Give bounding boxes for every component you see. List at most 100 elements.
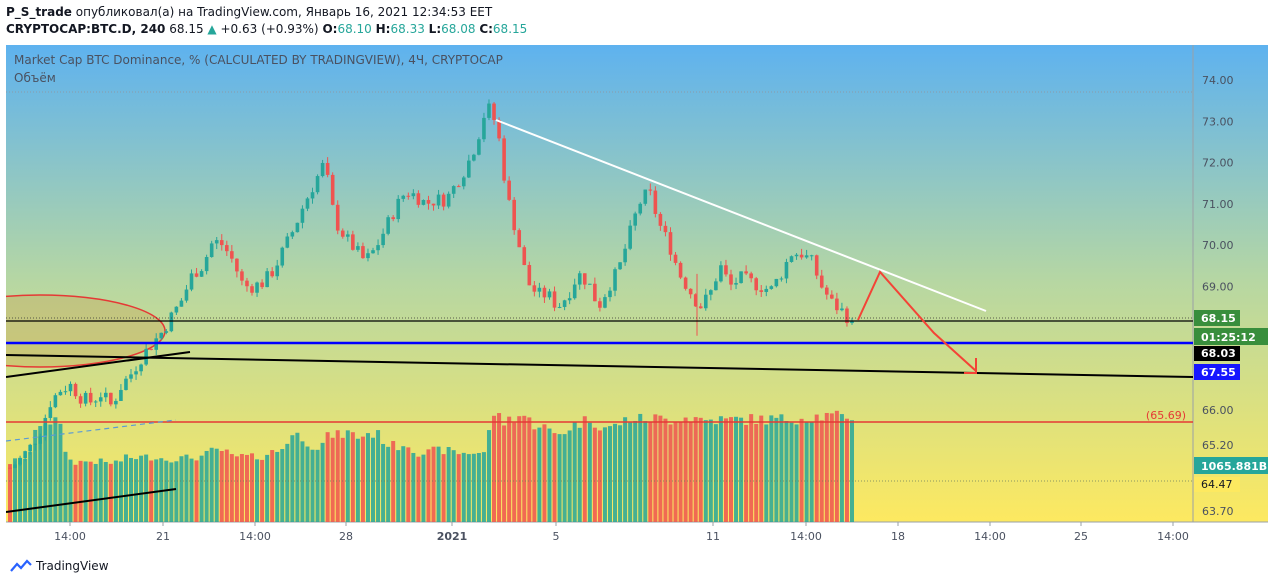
candle-body [230, 251, 234, 259]
candle-body [572, 284, 577, 299]
candle-body [48, 407, 53, 418]
dashed-channel-line[interactable] [6, 419, 177, 442]
candle-body [315, 176, 320, 193]
volume-bar [829, 413, 834, 522]
volume-bar [618, 425, 623, 522]
candle-body [709, 290, 713, 295]
volume-bar [68, 459, 73, 522]
volume-bar [305, 446, 310, 522]
candle-body [804, 255, 809, 258]
candle-body [305, 198, 310, 209]
candle-body [381, 233, 385, 246]
candle-body [638, 203, 643, 214]
volume-bar [411, 452, 416, 522]
candle-body [507, 180, 511, 200]
candle-body [678, 262, 683, 278]
candle-body [769, 286, 774, 289]
volume-bar [481, 452, 486, 522]
candle-body [482, 117, 486, 140]
volume-bar [698, 417, 703, 522]
candle-body [139, 364, 143, 372]
volume-trendline[interactable] [6, 488, 177, 513]
candle-body [290, 232, 295, 237]
volume-bar [577, 427, 582, 522]
descending-trendline[interactable] [495, 119, 987, 312]
volume-bar [406, 447, 411, 522]
volume-bar [149, 460, 154, 522]
volume-bar [431, 446, 436, 522]
candle-body [562, 300, 567, 307]
volume-bar [360, 436, 365, 522]
volume-bar [8, 464, 12, 522]
volume-bar [507, 416, 512, 522]
volume-bar [713, 424, 718, 522]
price-badge-label: 68.03 [1201, 347, 1236, 360]
volume-bar [73, 464, 78, 522]
volume-bar [330, 437, 335, 522]
volume-bar [184, 454, 189, 522]
y-tick-label: 72.00 [1202, 157, 1234, 170]
volume-bar [587, 422, 592, 522]
candle-body [240, 271, 244, 281]
volume-bar [476, 453, 481, 522]
candle-body [729, 274, 733, 285]
volume-bar [607, 426, 612, 522]
volume-bar [728, 417, 733, 522]
volume-bar [270, 450, 275, 522]
volume-bar [365, 433, 370, 522]
volume-bar [537, 427, 542, 522]
candle-body [93, 401, 98, 403]
price-axis[interactable]: 74.00 73.00 72.00 71.00 70.00 69.00 66.00 65.20… [1202, 74, 1234, 518]
price-badge [1194, 364, 1240, 380]
volume-bar [280, 449, 285, 522]
volume-bar [446, 447, 451, 522]
candle-body [280, 247, 285, 266]
volume-bar [53, 417, 58, 522]
x-tick-label: 14:00 [790, 530, 822, 543]
volume-bar [118, 461, 123, 522]
price-badge-label: 67.55 [1201, 366, 1236, 379]
candle-body [129, 374, 133, 379]
candle-body [109, 392, 113, 405]
volume-bar [517, 416, 522, 522]
candle-body [492, 103, 496, 120]
price-badge-label: 64.47 [1201, 478, 1233, 491]
accumulation-zone-ellipse[interactable] [0, 294, 166, 368]
volume-bar [824, 412, 829, 522]
footer: TradingView [10, 559, 109, 573]
volume-bar [623, 417, 628, 522]
price-badge-label: 1065.881B [1201, 460, 1267, 473]
x-tick-label: 14:00 [1157, 530, 1189, 543]
volume-bar [23, 458, 28, 522]
symbol-name[interactable]: CRYPTOCAP:BTC.D, 240 [6, 22, 166, 36]
volume-bar [734, 416, 739, 522]
candle-body [688, 288, 693, 295]
candle-body [577, 273, 582, 285]
candle-body [502, 138, 506, 181]
open-value: 68.10 [337, 22, 372, 36]
rising-black-trendline[interactable] [6, 351, 191, 378]
author-name[interactable]: P_S_trade [6, 5, 72, 19]
volume-bar [744, 424, 749, 522]
volume-bar [542, 424, 547, 522]
candle-body [850, 321, 854, 324]
volume-bar [703, 420, 708, 522]
candle-body [149, 348, 153, 350]
volume-bar [265, 454, 270, 522]
volume-bar [819, 420, 824, 522]
candle-body [537, 287, 542, 292]
projection-path[interactable] [857, 270, 977, 372]
volume-bar [512, 422, 517, 522]
long-black-trendline[interactable] [6, 354, 1193, 378]
volume-bar [643, 421, 648, 522]
candle-body [830, 294, 834, 299]
time-axis[interactable]: 14:00 21 14:00 28 2021 5 11 14:00 18 14:00 25 14:00 [54, 522, 1189, 543]
candle-body [114, 400, 118, 405]
volume-bar [350, 432, 355, 522]
candle-body [260, 282, 264, 288]
brand-name[interactable]: TradingView [36, 559, 109, 573]
volume-bar [199, 455, 204, 522]
candle-body [119, 389, 123, 401]
candle-body [38, 436, 43, 444]
